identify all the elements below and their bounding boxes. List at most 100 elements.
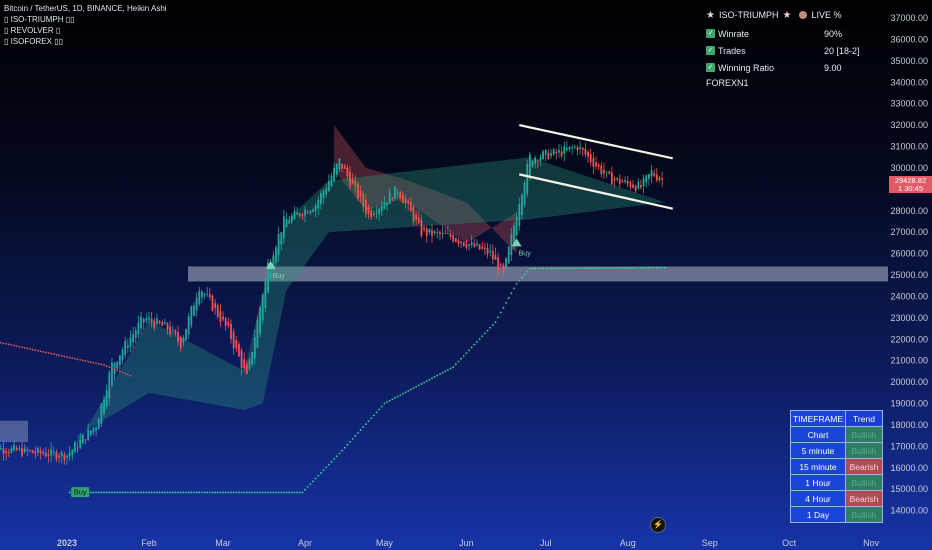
candle [171,330,174,332]
candle [282,216,285,239]
candle [423,227,425,230]
candle [37,448,39,453]
psar-dot [10,344,13,346]
candle [15,447,18,450]
trail-dot [325,466,328,469]
trail-dot [629,266,632,269]
candle [338,158,341,170]
stat-label: Trades [718,45,746,56]
trail-dot [640,266,642,269]
trail-dot [179,491,182,494]
candle [29,450,31,452]
trail-dot [584,267,587,270]
candle [439,232,441,235]
trail-dot [409,388,412,391]
trail-dot [544,267,547,270]
trail-dot [174,491,177,494]
candle [523,182,526,205]
candle [216,305,219,317]
trail-dot [97,491,100,494]
candle [182,337,185,343]
trail-dot [510,292,513,295]
candle [428,228,431,233]
trail-dot [637,266,640,269]
trail-dot [187,491,190,494]
candle [92,427,95,433]
trail-dot [452,366,455,369]
trail-dot [444,370,447,373]
trail-dot [124,491,127,494]
candle [187,316,190,335]
trail-dot [142,491,145,494]
psar-dot [103,364,105,366]
trail-dot [386,401,388,404]
trail-dot [428,378,431,381]
candle [2,448,5,454]
buy-triangle-icon [511,238,522,247]
indicator-revolver[interactable]: ▯ REVOLVER ▯ [4,26,61,35]
candle [571,147,574,149]
trail-dot [346,443,349,446]
trail-dot [333,458,336,460]
trail-dot [282,491,285,494]
bolt-icon[interactable]: ⚡ [650,517,666,533]
candle [603,169,605,174]
indicator-iso-triumph[interactable]: ▯ ISO-TRIUMPH ▯▯ [4,15,75,24]
trail-dot [473,343,476,346]
trail-dot [354,435,357,437]
candle [521,194,523,215]
trail-dot [616,267,619,269]
candle [499,264,502,266]
candle [505,258,507,269]
trail-dot [587,267,589,270]
candle [589,154,592,163]
trail-dot [626,266,629,269]
candle [60,452,63,457]
candle [341,163,343,169]
candle [478,244,481,250]
candle [645,175,648,183]
candle [610,172,613,185]
candle [214,303,217,308]
candle [637,181,640,189]
support-zone-left [0,420,28,443]
candle [119,355,121,365]
trail-dot [298,491,301,494]
indicator-isoforex[interactable]: ▯ ISOFOREX ▯▯ [4,37,63,46]
candle [63,454,66,461]
trail-dot [378,408,381,411]
trail-dot [158,491,161,494]
candle [343,166,346,169]
trail-dot [412,387,415,390]
price-tick-label: 34000.00 [890,77,928,87]
candle [579,146,582,149]
candle [13,444,15,451]
candle [277,233,280,256]
trail-dot [330,460,333,463]
trail-dot [539,267,542,270]
trail-dot [592,267,595,270]
candle [153,320,156,328]
trail-dot [436,374,439,377]
psar-dot [111,367,113,370]
stat-value: 90% [824,28,843,39]
candle [624,180,626,182]
psar-dot [76,358,79,361]
strategy-code: FOREXN1 [706,78,749,88]
trail-dot [304,488,306,491]
trail-dot [290,491,293,494]
candle [536,160,539,162]
trail-dot [335,455,338,458]
candle [608,171,611,174]
trail-dot [95,491,97,494]
candle [317,200,320,209]
candle [211,295,214,311]
candle [470,241,473,246]
check-icon: ✓ [706,46,715,55]
trail-dot [423,381,425,384]
candle [600,165,603,175]
psar-dot [68,356,71,359]
candle [409,202,412,212]
candle [661,178,664,181]
trail-dot [169,491,172,494]
